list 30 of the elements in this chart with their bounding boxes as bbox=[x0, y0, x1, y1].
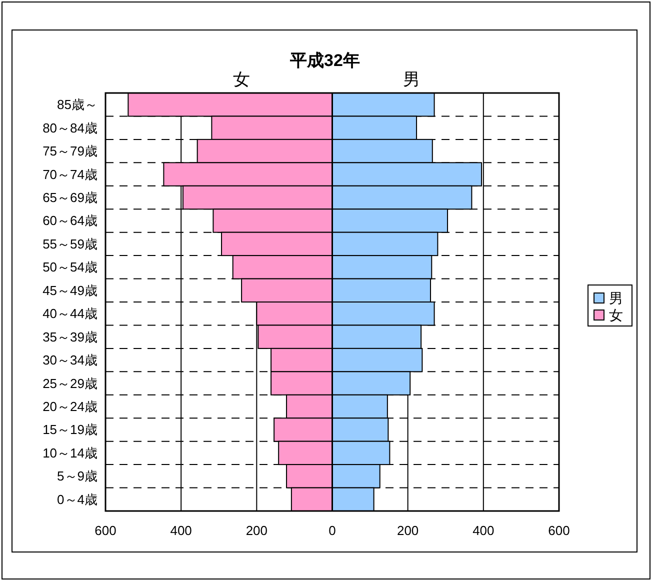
y-tick-label: 80～84歳 bbox=[42, 120, 98, 136]
y-tick-label: 55～59歳 bbox=[42, 236, 98, 252]
y-tick-label: 10～14歳 bbox=[42, 445, 98, 460]
x-tick-label: 200 bbox=[396, 523, 419, 538]
y-tick-label: 20～24歳 bbox=[42, 399, 98, 414]
annotation: 男 bbox=[403, 70, 420, 90]
y-tick-label: 40～44歳 bbox=[42, 306, 98, 322]
legend-label: 女 bbox=[609, 307, 623, 323]
y-tick-label: 0～4歳 bbox=[57, 492, 98, 507]
chart-title: 平成32年 bbox=[289, 51, 360, 70]
x-tick-label: 600 bbox=[548, 523, 570, 538]
y-tick-label: 30～34歳 bbox=[42, 352, 98, 368]
x-tick-label: 0 bbox=[328, 523, 336, 538]
y-tick-label: 15～19歳 bbox=[42, 422, 98, 438]
x-tick-label: 600 bbox=[94, 523, 116, 538]
x-tick-label: 400 bbox=[472, 523, 494, 538]
y-tick-label: 35～39歳 bbox=[42, 329, 98, 344]
annotation: 女 bbox=[233, 70, 250, 90]
legend-label: 男 bbox=[609, 290, 623, 306]
y-tick-label: 5～9歳 bbox=[57, 468, 98, 484]
x-tick-label: 400 bbox=[170, 523, 192, 538]
y-tick-label: 45～49歳 bbox=[42, 282, 98, 298]
y-tick-label: 50～54歳 bbox=[42, 260, 98, 275]
y-tick-label: 70～74歳 bbox=[42, 166, 98, 182]
y-tick-label: 65～69歳 bbox=[42, 190, 98, 205]
y-tick-label: 85歳～ bbox=[57, 97, 98, 112]
y-tick-label: 60～64歳 bbox=[42, 213, 98, 228]
y-tick-label: 25～29歳 bbox=[42, 376, 98, 391]
x-tick-label: 200 bbox=[246, 523, 268, 538]
y-tick-label: 75～79歳 bbox=[42, 144, 98, 159]
